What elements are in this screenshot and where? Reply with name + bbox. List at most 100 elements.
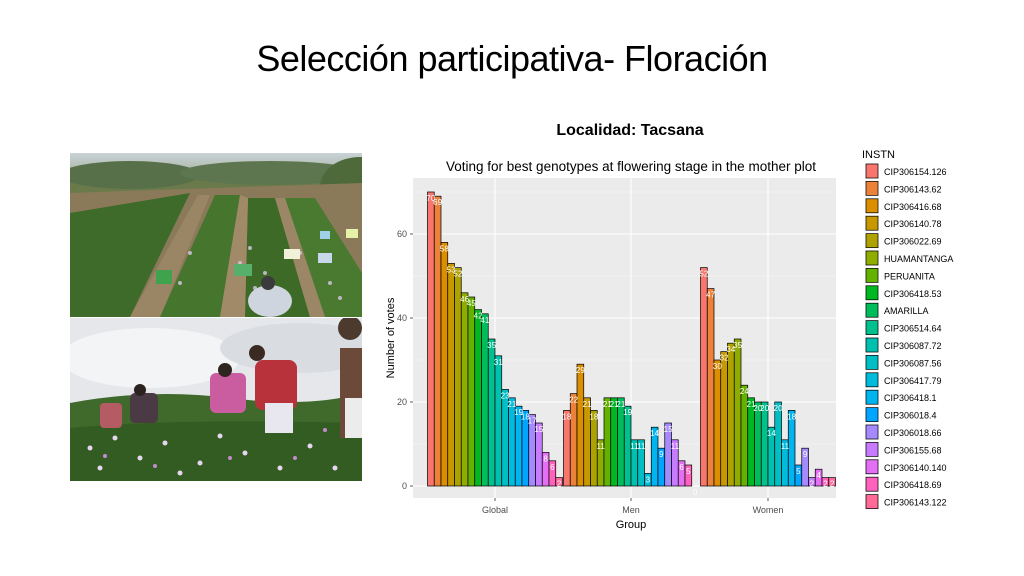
bar-value-label: 18 [562,412,571,421]
bar-global-11 [494,355,503,487]
bar-value-label: 29 [576,366,585,375]
x-tick-label: Women [753,505,784,515]
legend-label: CIP306140.78 [884,219,942,229]
legend-label: CIP306087.56 [884,358,942,368]
legend-label: CIP306143.122 [884,498,947,508]
bar-men-2 [569,393,578,487]
legend-swatch [865,233,879,248]
bar-men-8 [610,397,618,487]
legend-label: CIP306143.62 [884,184,942,194]
bar-value-label: 20 [760,404,769,413]
bar-global-19 [548,460,557,487]
bar-global-20 [555,477,563,487]
bar-value-label: 20 [774,404,783,413]
y-tick-label: 0 [402,481,407,491]
legend-swatch [865,320,879,335]
bar-women-14 [787,410,796,487]
bar-value-label: 21 [616,400,625,409]
bar-value-label: 9 [803,450,808,459]
legend-label: CIP306155.68 [884,445,942,455]
legend-label: CIP306417.79 [884,376,942,386]
bar-value-label: 45 [467,299,476,308]
bar-value-label: 18 [787,412,796,421]
bar-value-label: 69 [433,198,442,207]
bar-women-4 [720,351,728,487]
chart-title: Voting for best genotypes at flowering s… [446,159,816,174]
bar-value-label: 18 [521,412,530,421]
legend-swatch [865,476,879,492]
bar-value-label: 23 [501,391,510,400]
bar-value-label: 70 [426,194,435,203]
legend-label: CIP306087.72 [884,341,942,351]
bar-value-label: 5 [796,467,801,476]
bar-value-label: 11 [630,442,639,451]
bar-global-2 [433,195,442,487]
bar-value-label: 32 [720,354,729,363]
bar-women-6 [733,338,742,487]
bar-value-label: 47 [706,291,715,300]
bars [427,191,836,487]
bar-value-label: 21 [603,400,612,409]
legend-swatch [865,215,879,231]
bar-value-label: 22 [569,396,578,405]
location-subtitle: Localidad: Tacsana [556,122,704,139]
legend-label: CIP306018.4 [884,411,937,421]
bar-value-label: 19 [623,408,632,417]
legend-swatch [865,337,879,353]
bar-value-label: 58 [440,244,449,253]
bar-value-label: 21 [747,400,756,409]
bar-women-10 [760,401,769,487]
bar-global-3 [440,242,449,487]
bar-value-labels: 7069585352464542413531232119181715862182… [426,194,834,497]
legend-label: CIP306514.64 [884,324,942,334]
bar-global-9 [481,313,489,487]
bar-value-label: 52 [453,270,462,279]
legend-label: CIP306154.126 [884,167,947,177]
legend-title: INSTN [862,149,895,161]
bar-value-label: 15 [664,425,673,434]
bar-value-label: 4 [816,471,821,480]
y-axis-label: Number of votes [385,297,397,378]
bar-value-label: 17 [528,417,537,426]
bar-women-16 [801,447,809,487]
field-photo [70,153,362,317]
legend-swatch [865,372,879,388]
legend-swatch [865,285,879,301]
y-tick-label: 20 [397,397,407,407]
bar-value-label: 21 [507,400,516,409]
bar-global-8 [474,309,482,487]
legend-swatch [865,494,879,509]
bar-value-label: 0 [693,488,698,497]
bar-value-label: 6 [679,463,684,472]
bar-men-1 [563,410,571,487]
legend-swatch [865,163,879,179]
bar-men-3 [576,363,585,487]
legend-swatch [865,442,879,457]
x-tick-label: Global [482,505,508,515]
bar-value-label: 14 [650,429,659,438]
bar-value-label: 2 [823,480,828,489]
bar-global-7 [467,296,476,487]
bar-value-label: 11 [596,442,605,451]
legend-label: CIP306416.68 [884,202,942,212]
legend-swatch [865,302,879,318]
legend-label: CIP306022.69 [884,237,942,247]
bar-value-label: 53 [447,265,456,274]
y-tick-label: 60 [397,229,407,239]
bar-value-label: 2 [810,480,815,489]
legend-swatch [865,181,879,196]
bar-value-label: 24 [740,387,749,396]
slide-title: Selección participativa- Floración [256,38,768,79]
bar-value-label: 11 [671,442,680,451]
legend-label: HUAMANTANGA [884,254,953,264]
bar-value-label: 2 [830,480,835,489]
farmers-photo [70,318,362,481]
bar-global-1 [427,191,435,487]
bar-women-1 [700,267,708,487]
bar-value-label: 5 [686,467,691,476]
bar-value-label: 35 [487,341,496,350]
legend-swatch [865,459,879,475]
bar-value-label: 41 [480,316,489,325]
bar-global-4 [447,263,455,487]
